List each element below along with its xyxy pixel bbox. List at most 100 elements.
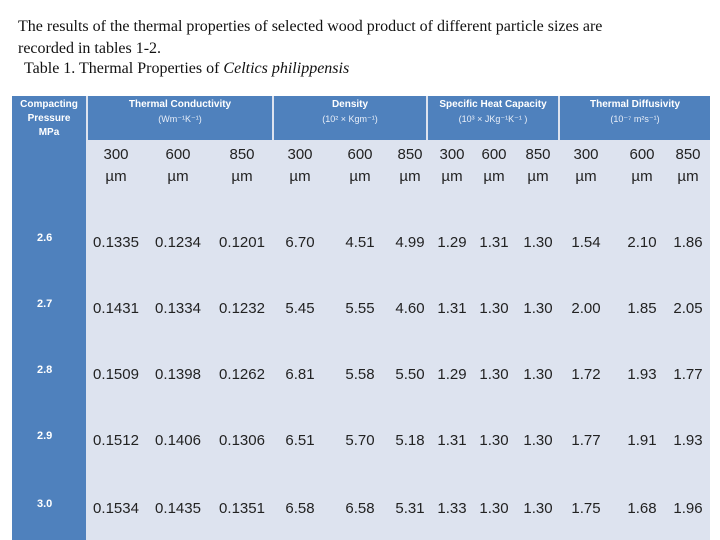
table-cell: 0.1351 <box>219 500 265 517</box>
particle-size-value: 300 <box>103 146 129 163</box>
table-cell: 0.1262 <box>219 366 265 383</box>
particle-size-label: 850 µm <box>388 144 432 188</box>
table-cell: 1.30 <box>479 500 509 517</box>
table-cell: 6.51 <box>285 432 315 449</box>
header-diffusivity: Thermal Diffusivity (10⁻⁷ m²s⁻¹) <box>560 96 710 140</box>
table-cell: 6.58 <box>345 500 375 517</box>
caption-prefix: Table 1. Thermal Properties of <box>24 60 224 77</box>
table-cell: 1.91 <box>627 432 657 449</box>
table-cell: 0.1335 <box>93 234 139 251</box>
table-cell: 1.30 <box>523 432 553 449</box>
particle-size-label: 600 µm <box>620 144 664 188</box>
particle-size-label: 300 µm <box>564 144 608 188</box>
table-cell: 5.18 <box>395 432 425 449</box>
header-diffusivity-unit: (10⁻⁷ m²s⁻¹) <box>610 114 660 124</box>
header-density-unit: (10² × Kgm⁻¹) <box>322 114 378 124</box>
table-cell: 1.77 <box>571 432 601 449</box>
particle-size-unit: µm <box>231 168 253 185</box>
header-heat-label: Specific Heat Capacity <box>439 99 547 110</box>
table-cell: 1.93 <box>627 366 657 383</box>
table-cell: 1.29 <box>437 234 467 251</box>
table-cell: 2.00 <box>571 300 601 317</box>
particle-size-value: 600 <box>481 146 507 163</box>
pressure-column-background <box>12 140 86 540</box>
particle-size-unit: µm <box>349 168 371 185</box>
particle-size-value: 300 <box>573 146 599 163</box>
particle-size-unit: µm <box>677 168 699 185</box>
intro-line-1: The results of the thermal properties of… <box>18 18 603 35</box>
table-cell: 1.30 <box>479 432 509 449</box>
table-cell: 1.29 <box>437 366 467 383</box>
pressure-cell: 2.9 <box>12 422 86 452</box>
pressure-cell: 2.6 <box>12 224 86 254</box>
table-cell: 1.54 <box>571 234 601 251</box>
particle-size-label: 600 µm <box>156 144 200 188</box>
table-cell: 0.1534 <box>93 500 139 517</box>
table-cell: 1.30 <box>479 366 509 383</box>
thermal-properties-table: Compacting Pressure MPa Thermal Conducti… <box>12 96 710 540</box>
table-cell: 1.30 <box>479 300 509 317</box>
table-cell: 6.58 <box>285 500 315 517</box>
table-cell: 1.30 <box>523 234 553 251</box>
particle-size-value: 850 <box>229 146 255 163</box>
intro-line-2: recorded in tables 1-2. <box>18 40 162 57</box>
table-cell: 4.51 <box>345 234 375 251</box>
particle-size-label: 850 µm <box>516 144 560 188</box>
table-cell: 5.58 <box>345 366 375 383</box>
table-cell: 2.05 <box>673 300 703 317</box>
header-conductivity-unit: (Wm⁻¹K⁻¹) <box>158 114 202 124</box>
table-cell: 0.1398 <box>155 366 201 383</box>
pressure-value: 2.9 <box>37 430 53 442</box>
pressure-value: 2.8 <box>37 364 53 376</box>
table-cell: 1.85 <box>627 300 657 317</box>
table-cell: 1.93 <box>673 432 703 449</box>
particle-size-label: 850 µm <box>666 144 710 188</box>
header-pressure-line-1: Compacting <box>20 99 78 110</box>
table-cell: 0.1512 <box>93 432 139 449</box>
header-heat-capacity: Specific Heat Capacity (10³ × JKg⁻¹K⁻¹ ) <box>428 96 558 140</box>
table-cell: 1.96 <box>673 500 703 517</box>
table-cell: 1.86 <box>673 234 703 251</box>
particle-size-label: 300 µm <box>430 144 474 188</box>
table-cell: 0.1431 <box>93 300 139 317</box>
table-cell: 1.68 <box>627 500 657 517</box>
table-cell: 0.1509 <box>93 366 139 383</box>
particle-size-unit: µm <box>575 168 597 185</box>
table-cell: 6.70 <box>285 234 315 251</box>
particle-size-value: 850 <box>525 146 551 163</box>
header-density-label: Density <box>331 99 369 110</box>
table-cell: 1.30 <box>523 366 553 383</box>
table-cell: 1.31 <box>437 300 467 317</box>
particle-size-value: 850 <box>675 146 701 163</box>
header-heat-unit: (10³ × JKg⁻¹K⁻¹ ) <box>458 114 528 124</box>
table-cell: 0.1435 <box>155 500 201 517</box>
particle-size-unit: µm <box>289 168 311 185</box>
header-diffusivity-label: Thermal Diffusivity <box>589 99 681 110</box>
particle-size-label: 850 µm <box>220 144 264 188</box>
table-cell: 5.70 <box>345 432 375 449</box>
table-cell: 1.31 <box>437 432 467 449</box>
table-cell: 1.75 <box>571 500 601 517</box>
table-cell: 5.50 <box>395 366 425 383</box>
particle-size-value: 850 <box>397 146 423 163</box>
particle-size-value: 600 <box>165 146 191 163</box>
particle-size-value: 300 <box>287 146 313 163</box>
particle-size-unit: µm <box>167 168 189 185</box>
pressure-value: 2.6 <box>37 232 53 244</box>
header-conductivity-label: Thermal Conductivity <box>128 99 232 110</box>
table-cell: 5.31 <box>395 500 425 517</box>
header-pressure: Compacting Pressure MPa <box>12 96 86 140</box>
table-cell: 1.77 <box>673 366 703 383</box>
table-cell: 4.60 <box>395 300 425 317</box>
table-cell: 2.10 <box>627 234 657 251</box>
pressure-cell: 2.8 <box>12 356 86 386</box>
particle-size-unit: µm <box>527 168 549 185</box>
particle-size-value: 600 <box>629 146 655 163</box>
header-conductivity: Thermal Conductivity (Wm⁻¹K⁻¹) <box>88 96 272 140</box>
table-cell: 1.33 <box>437 500 467 517</box>
table-cell: 0.1334 <box>155 300 201 317</box>
table-cell: 0.1306 <box>219 432 265 449</box>
pressure-value: 2.7 <box>37 298 53 310</box>
particle-size-label: 600 µm <box>472 144 516 188</box>
table-cell: 1.30 <box>523 500 553 517</box>
